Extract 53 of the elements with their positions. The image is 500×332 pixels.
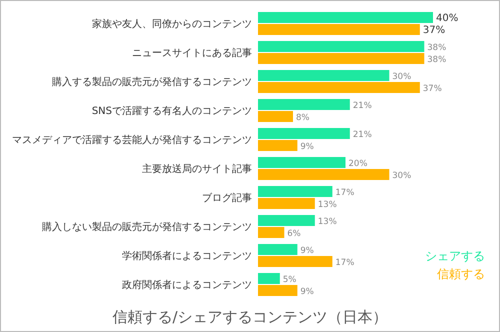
bar [258, 140, 298, 151]
bar [258, 99, 350, 110]
data-label: 40% [436, 13, 458, 24]
data-label: 37% [422, 25, 446, 36]
data-label: 9% [300, 246, 314, 256]
y-tick-label: マスメディアで活躍する芸能人が発信するコンテンツ [12, 134, 252, 146]
bar [258, 41, 424, 52]
bar [258, 12, 433, 23]
data-label: 13% [318, 200, 337, 210]
y-tick-label: 政府関係者によるコンテンツ [122, 279, 252, 291]
data-label: 6% [287, 229, 301, 239]
text: シェアする [425, 249, 485, 263]
data-label: 20% [348, 159, 368, 169]
y-tick-label: 購入しない製品の販売元が発信するコンテンツ [42, 221, 252, 233]
bar [258, 198, 315, 209]
bar [258, 256, 332, 267]
bar [258, 244, 298, 255]
bar [258, 227, 284, 238]
bar [258, 157, 346, 168]
data-label: 30% [392, 171, 412, 181]
data-label: 21% [352, 101, 372, 111]
data-label: 13% [318, 217, 337, 227]
bar [258, 70, 390, 81]
y-tick-label: 主要放送局のサイト記事 [142, 163, 252, 175]
data-label: 21% [352, 130, 372, 140]
y-tick-label: 学術関係者によるコンテンツ [122, 250, 252, 262]
bar [258, 186, 332, 197]
data-label: 37% [422, 84, 442, 94]
bar [258, 215, 315, 226]
y-tick-label: ブログ記事 [202, 192, 252, 204]
text: 信頼する [437, 267, 485, 281]
text: 信頼する/シェアするコンテンツ（日本） [112, 308, 388, 326]
data-label: 38% [427, 43, 446, 53]
data-label: 17% [335, 188, 354, 198]
bar [258, 53, 424, 64]
bar [258, 111, 293, 122]
data-label: 17% [335, 258, 354, 268]
data-label: 8% [296, 113, 310, 123]
data-label: 30% [392, 72, 412, 82]
bar [258, 82, 420, 93]
y-tick-label: 家族や友人、同僚からのコンテンツ [92, 18, 252, 30]
bar [258, 273, 280, 284]
data-label: 9% [300, 142, 314, 152]
bar [258, 169, 390, 180]
y-tick-label: ニュースサイトにある記事 [132, 47, 252, 59]
y-tick-label: SNSで活躍する有名人のコンテンツ [92, 105, 252, 117]
data-label: 38% [427, 55, 446, 65]
bar [258, 24, 420, 35]
y-tick-label: 購入する製品の販売元が発信するコンテンツ [52, 76, 252, 88]
bar [258, 128, 350, 139]
bar [258, 285, 298, 296]
data-label: 5% [282, 275, 296, 285]
data-label: 9% [300, 287, 314, 297]
